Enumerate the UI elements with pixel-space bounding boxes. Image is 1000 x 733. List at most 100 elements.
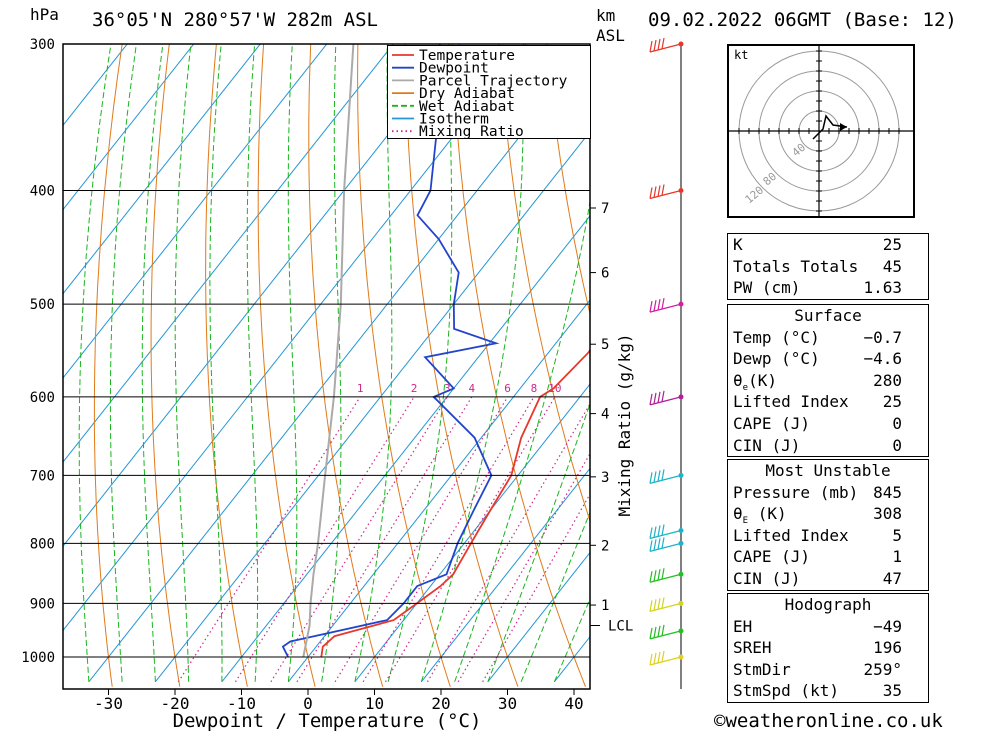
km-tick-label: 5 xyxy=(601,337,609,353)
hodo-stmspd: StmSpd (kt) 35 xyxy=(733,681,902,701)
mixing-ratio-label: 4 xyxy=(469,382,476,395)
wind-barb-staff xyxy=(649,542,682,553)
y-tick-label: 400 xyxy=(30,183,55,199)
wind-barb-feather xyxy=(657,470,661,482)
wind-barb-feather xyxy=(653,39,657,52)
credit-link[interactable]: ©weatheronline.co.uk xyxy=(714,710,943,732)
isotherm-line xyxy=(354,383,590,683)
km-tick-label: 1 xyxy=(601,598,609,614)
hodograph-table: Hodograph EH −49 SREH 196 StmDir 259° StmSp… xyxy=(727,593,929,703)
wet-adiabat-line xyxy=(321,44,342,682)
legend-entry: Dewpoint xyxy=(419,61,489,77)
asl-label: ASL xyxy=(596,26,625,45)
wind-barb-staff xyxy=(649,602,682,612)
wind-barb-feather xyxy=(653,186,657,198)
hodograph: kt 40 80 120 xyxy=(727,44,915,218)
legend-entry: Isotherm xyxy=(419,112,489,128)
legend-entry: Wet Adiabat xyxy=(419,99,515,115)
surface-theta-e: θe(K) 280 xyxy=(733,370,902,393)
surface-dewp: Dewp (°C) −4.6 xyxy=(733,349,902,369)
hodograph-ring-label: 120 xyxy=(743,184,767,207)
wind-barb-staff xyxy=(649,396,682,406)
legend-entry: Temperature xyxy=(419,48,515,64)
index-row-pw: PW (cm) 1.63 xyxy=(733,278,902,298)
wind-barb-feather xyxy=(661,537,665,549)
wet-adiabat-line xyxy=(354,44,393,682)
hodo-eh: EH −49 xyxy=(733,616,902,636)
wind-barb-staff xyxy=(649,573,682,583)
dry-adiabat-line xyxy=(205,44,248,687)
wind-barb-staff xyxy=(649,529,682,540)
wind-barb-feather xyxy=(657,538,661,550)
km-tick-label: 6 xyxy=(601,266,609,282)
dry-adiabat-line xyxy=(545,44,590,316)
dry-adiabat-line xyxy=(498,44,590,523)
isotherm-line xyxy=(221,215,590,683)
dry-adiabat-line xyxy=(93,44,123,687)
wind-barb-staff xyxy=(649,189,682,200)
mixing-ratio-line xyxy=(482,492,590,683)
y-tick-label: 1000 xyxy=(21,650,55,666)
surface-lifted-index: Lifted Index 25 xyxy=(733,392,902,412)
km-label: km xyxy=(596,6,616,25)
index-row-totals: Totals Totals 45 xyxy=(733,256,902,276)
wind-barb-feather xyxy=(661,524,665,536)
wind-barb-feather xyxy=(649,540,653,552)
wind-barb-feather xyxy=(653,570,657,582)
isotherm-line xyxy=(63,44,195,211)
wind-barb-feather xyxy=(661,184,665,196)
wind-barb-feather xyxy=(653,392,657,405)
y-tick-label: 900 xyxy=(30,596,55,612)
dry-adiabat-line xyxy=(919,27,1000,687)
mixing-ratio-label: 2 xyxy=(411,382,418,395)
km-tick-label: 7 xyxy=(601,201,609,217)
surface-cape: CAPE (J) 0 xyxy=(733,413,902,433)
wind-barb-feather xyxy=(661,624,665,636)
wet-adiabat-line xyxy=(246,44,259,682)
y-tick-label: 700 xyxy=(30,468,55,484)
km-tick-label: 4 xyxy=(601,407,609,423)
mixing-ratio-label: 8 xyxy=(531,382,538,395)
wind-barb-feather xyxy=(661,650,665,663)
wind-barb-staff xyxy=(649,630,682,640)
wet-adiabat-line xyxy=(78,44,112,682)
y-tick-label: 600 xyxy=(30,390,55,406)
x-axis-label: Dewpoint / Temperature (°C) xyxy=(173,710,482,732)
isotherm-line xyxy=(63,44,328,379)
hodo-stmdir: StmDir 259° xyxy=(733,659,902,679)
isotherm-line xyxy=(63,44,394,463)
wind-barb-feather xyxy=(657,569,661,581)
wet-adiabat-line xyxy=(454,199,590,682)
wind-barb-feather xyxy=(661,568,665,580)
mixing-ratio-line xyxy=(296,396,473,683)
mixing-ratio-label: 15 xyxy=(587,382,600,395)
x-tick-label: -10 xyxy=(227,694,256,713)
hodograph-arrow xyxy=(840,123,847,131)
mixing-ratio-label: 1 xyxy=(357,382,364,395)
wind-barb-staff xyxy=(649,656,682,666)
datetime-title: 09.02.2022 06GMT (Base: 12) xyxy=(648,9,957,31)
wind-barb-feather xyxy=(657,625,661,637)
wind-barb-staff xyxy=(649,303,682,313)
wind-barb-feather xyxy=(649,571,653,583)
legend-entry: Dry Adiabat xyxy=(419,86,515,102)
wind-barb-staff xyxy=(649,474,682,485)
km-tick-label: 2 xyxy=(601,538,609,554)
wind-barb-feather xyxy=(653,539,657,551)
wind-barb-feather xyxy=(649,393,653,406)
surface-title: Surface xyxy=(794,306,862,325)
wind-barb-feather xyxy=(657,391,661,404)
mixing-ratio-line xyxy=(426,402,590,683)
wind-barb-feather xyxy=(661,597,665,609)
mixing-ratio-label: 25 xyxy=(639,382,652,395)
mixing-ratio-line xyxy=(270,396,448,683)
most-unstable-table: Most Unstable Pressure (mb) 845 θE (K) 308… xyxy=(727,459,929,591)
mixing-ratio-axis-label: Mixing Ratio (g/kg) xyxy=(615,333,634,516)
mu-pressure: Pressure (mb) 845 xyxy=(733,482,902,502)
y-tick-label: 500 xyxy=(30,297,55,313)
hodo-sreh: SREH 196 xyxy=(733,638,902,658)
km-tick-label: 3 xyxy=(601,470,609,486)
mixing-ratio-line xyxy=(362,396,535,683)
series-parcel-trajectory xyxy=(302,44,355,658)
x-tick-label: 20 xyxy=(431,694,450,713)
